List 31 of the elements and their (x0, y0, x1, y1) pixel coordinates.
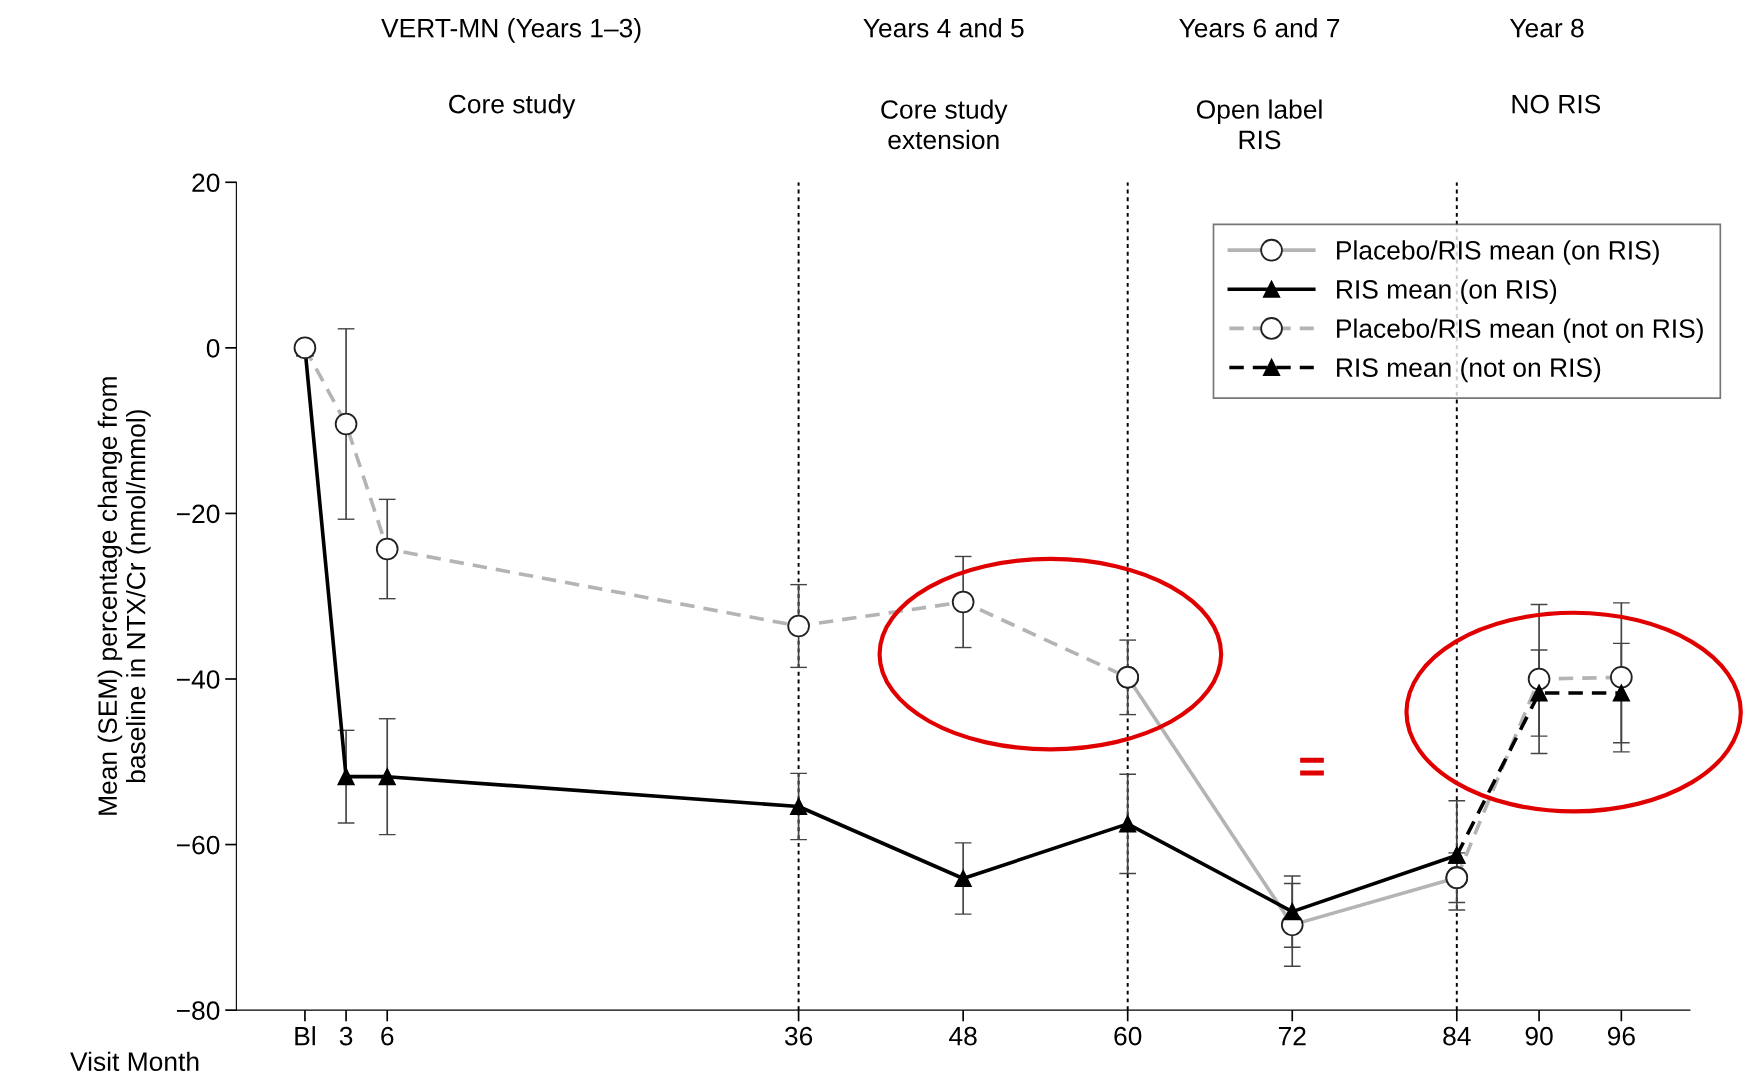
y-axis-title: Mean (SEM) percentage change from baseline in NTX/Cr (nmol/mmol) (97, 377, 151, 815)
x-tick-label: Bl (295, 1026, 315, 1046)
y-tick-label: −80 (176, 1001, 220, 1020)
annotation: = (1300, 757, 1324, 776)
text: Core study (449, 94, 576, 119)
text: Years 4 and 5 (863, 18, 1024, 38)
y-tick-label: −20 (176, 504, 220, 524)
text: Year 8 (1509, 18, 1584, 38)
legend-label: Placebo/RIS mean (not on RIS) (1337, 318, 1703, 344)
x-tick-label: 6 (381, 1026, 394, 1046)
text: Core study extension (881, 99, 1008, 150)
text: VERT-MN (Years 1–3) (381, 18, 641, 43)
y-tick-label: 0 (206, 338, 220, 358)
x-tick-label: 36 (784, 1026, 813, 1046)
x-tick-label: 3 (339, 1026, 353, 1046)
legend-label: RIS mean (not on RIS) (1337, 357, 1601, 383)
x-tick-label: 84 (1443, 1026, 1471, 1046)
x-tick-label: 48 (949, 1026, 977, 1046)
text: Years 6 and 7 (1179, 18, 1340, 38)
y-tick-label: 20 (192, 173, 220, 193)
y-tick-label: −60 (176, 835, 220, 855)
x-tick-label: 60 (1114, 1026, 1142, 1046)
y-tick-label: −40 (176, 670, 220, 689)
legend-label: RIS mean (on RIS) (1337, 279, 1557, 304)
x-axis-title: Visit Month (70, 1051, 199, 1072)
x-tick-label: 90 (1525, 1026, 1553, 1046)
x-tick-label: 72 (1278, 1026, 1306, 1046)
legend-label: Placebo/RIS mean (on RIS) (1337, 240, 1659, 265)
text: NO RIS (1512, 94, 1601, 114)
x-tick-label: 96 (1607, 1026, 1635, 1046)
text: Open label RIS (1196, 99, 1322, 150)
